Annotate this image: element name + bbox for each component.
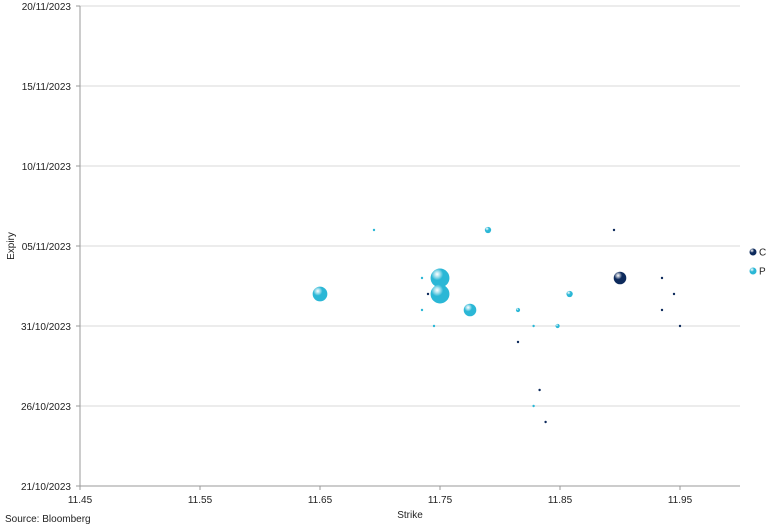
point-c [613,271,627,285]
grid-lines [76,5,740,490]
y-tick-label: 05/11/2023 [22,242,72,253]
point-p [430,268,450,288]
x-tick-labels: 11.45 11.55 11.65 11.75 11.85 11.95 [68,495,693,506]
x-axis-title: Strike [397,510,423,521]
y-tick-label: 31/10/2023 [21,322,71,333]
point-p [432,324,436,328]
y-tick-labels: 21/10/2023 26/10/2023 31/10/2023 05/11/2023… [21,2,71,493]
y-tick-label: 20/11/2023 [22,2,72,13]
point-c [538,388,541,392]
point-p [555,323,560,329]
y-tick-label: 26/10/2023 [21,402,71,413]
point-p [430,284,450,304]
legend: CP [749,248,766,278]
point-c [544,420,547,424]
point-p [312,286,328,302]
x-tick-label: 11.95 [668,495,693,506]
point-c [426,292,430,296]
point-p [515,307,521,313]
point-c [660,276,664,280]
x-tick-label: 11.85 [548,495,573,506]
point-c [678,324,682,328]
legend-label-c: C [759,248,766,259]
point-p [532,324,535,328]
x-tick-label: 11.55 [188,495,213,506]
point-c [660,308,664,312]
y-tick-label: 21/10/2023 [21,482,71,493]
point-p [420,276,424,280]
point-p [463,303,477,317]
point-p [420,308,424,312]
y-tick-label: 10/11/2023 [22,162,72,173]
y-tick-label: 15/11/2023 [22,82,72,93]
source-note: Source: Bloomberg [5,514,91,525]
legend-label-p: P [759,267,766,278]
x-tick-label: 11.75 [428,495,453,506]
point-c [516,340,520,344]
point-p [484,226,492,234]
data-points [312,226,682,424]
y-axis-title: Expiry [6,232,17,260]
point-p [532,404,535,408]
legend-marker-p [749,267,757,275]
point-p [372,228,376,232]
x-tick-label: 11.45 [68,495,93,506]
legend-marker-c [749,248,757,256]
point-p [566,290,573,298]
x-tick-label: 11.65 [308,495,333,506]
point-c [672,292,676,296]
point-c [612,228,616,232]
